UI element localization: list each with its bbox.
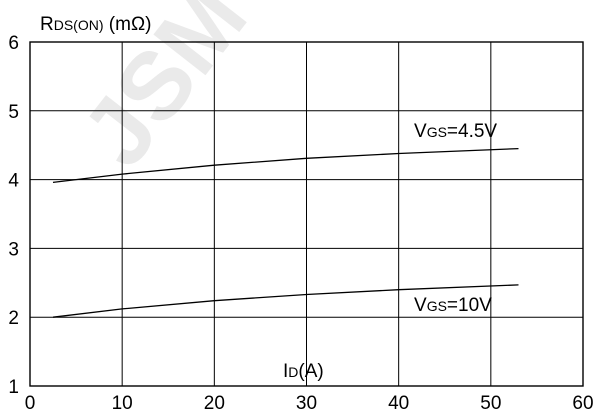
grid-lines <box>30 42 583 386</box>
y-tick-label: 1 <box>8 377 19 398</box>
series-label-vgs-4-5v: VGS=4.5V <box>414 121 497 142</box>
x-tick-labels: 0 10 20 30 40 50 60 <box>25 393 594 412</box>
x-tick-label: 30 <box>296 393 317 412</box>
series-line-0 <box>52 147 519 184</box>
series-lines <box>52 147 519 318</box>
x-axis-label: ID(A) <box>283 361 324 382</box>
plot-frame <box>29 41 584 387</box>
y-tick-label: 4 <box>8 171 19 192</box>
y-tick-label: 2 <box>8 308 19 329</box>
y-tick-labels: 1 2 3 4 5 6 <box>8 33 19 398</box>
x-tick-label: 60 <box>572 393 593 412</box>
x-tick-label: 20 <box>204 393 225 412</box>
y-tick-label: 3 <box>8 239 19 260</box>
series-line-1 <box>52 284 519 318</box>
x-tick-label: 10 <box>112 393 133 412</box>
y-tick-label: 6 <box>8 33 19 54</box>
x-tick-label: 0 <box>25 393 36 412</box>
y-tick-label: 5 <box>8 102 19 123</box>
series-label-vgs-10v: VGS=10V <box>414 295 492 316</box>
x-tick-label: 50 <box>480 393 501 412</box>
x-tick-label: 40 <box>388 393 409 412</box>
y-axis-label: RDS(ON) (mΩ) <box>40 14 151 35</box>
